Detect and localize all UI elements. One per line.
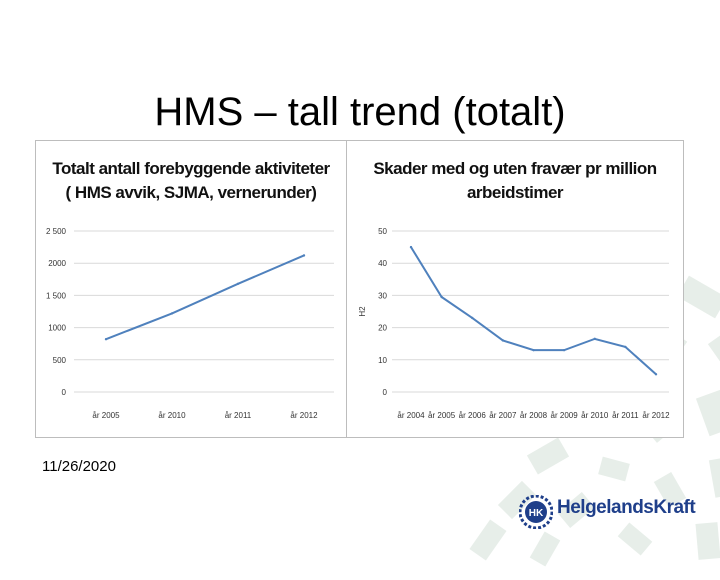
slide-title: HMS – tall trend (totalt) [154,90,566,134]
slide-date: 11/26/2020 [42,458,116,475]
y-tick-label: 2 500 [46,227,67,236]
svg-text:HK: HK [529,508,544,519]
data-point [654,373,658,376]
data-point [409,245,413,249]
y-tick-label: 1000 [48,324,66,333]
data-point [624,345,627,349]
x-tick-label: år 2005 [428,411,456,420]
y-tick-label: 2000 [48,259,66,268]
chart-activities: 2 500 2000 1 500 1000 500 0 år 2005 år 2010 år 2… [46,227,334,420]
chart-title-line2: arbeidstimer [466,183,564,202]
x-tick-label: år 2004 [397,411,425,420]
chart-title-line1: Totalt antall forebyggende aktiviteter [52,159,330,178]
y-tick-label: 10 [378,356,387,365]
chart-title: Totalt antall forebyggende aktiviteter (… [36,157,346,205]
y-tick-label: 1 500 [46,291,67,300]
data-point [501,339,505,342]
x-tick-label: år 2008 [520,411,548,420]
chart-title-line1: Skader med og uten fravær pr million [373,159,657,178]
company-logo: HK HelgelandsKraft [519,493,699,533]
data-point [170,312,174,315]
x-tick-label: år 2012 [642,411,670,420]
chart-title: Skader med og uten fravær pr million arb… [347,157,683,205]
x-tick-label: år 2010 [158,411,186,420]
series-line [105,254,305,341]
data-point [593,337,596,341]
logo-wordmark: HelgelandsKraft [557,497,696,518]
y-axis-label: H2 [358,306,367,317]
series-line [410,246,657,376]
data-point [440,295,443,299]
x-tick-label: år 2012 [290,411,318,420]
x-tick-label: år 2005 [92,411,120,420]
x-tick-label: år 2009 [551,411,579,420]
y-tick-label: 30 [378,291,387,300]
x-tick-label: år 2011 [612,411,639,420]
y-tick-label: 0 [383,388,388,397]
chart-panel-injuries: Skader med og uten fravær pr million arb… [346,140,684,438]
y-tick-label: 0 [62,388,67,397]
data-point [562,348,566,352]
y-tick-label: 20 [378,324,387,333]
data-point [236,282,240,286]
y-tick-label: 50 [378,227,387,236]
logo-emblem-icon: HK [519,495,553,529]
data-point [302,254,306,257]
chart-title-line2: ( HMS avvik, SJMA, vernerunder) [65,183,317,202]
y-tick-label: 500 [53,356,67,365]
x-tick-label: år 2010 [581,411,609,420]
x-tick-label: år 2007 [489,411,517,420]
data-point [104,337,108,341]
x-tick-label: år 2006 [459,411,487,420]
data-point [532,348,535,352]
chart-panel-activities: Totalt antall forebyggende aktiviteter (… [35,140,347,438]
y-tick-label: 40 [378,259,387,268]
x-tick-label: år 2011 [225,411,252,420]
data-point [471,316,474,320]
